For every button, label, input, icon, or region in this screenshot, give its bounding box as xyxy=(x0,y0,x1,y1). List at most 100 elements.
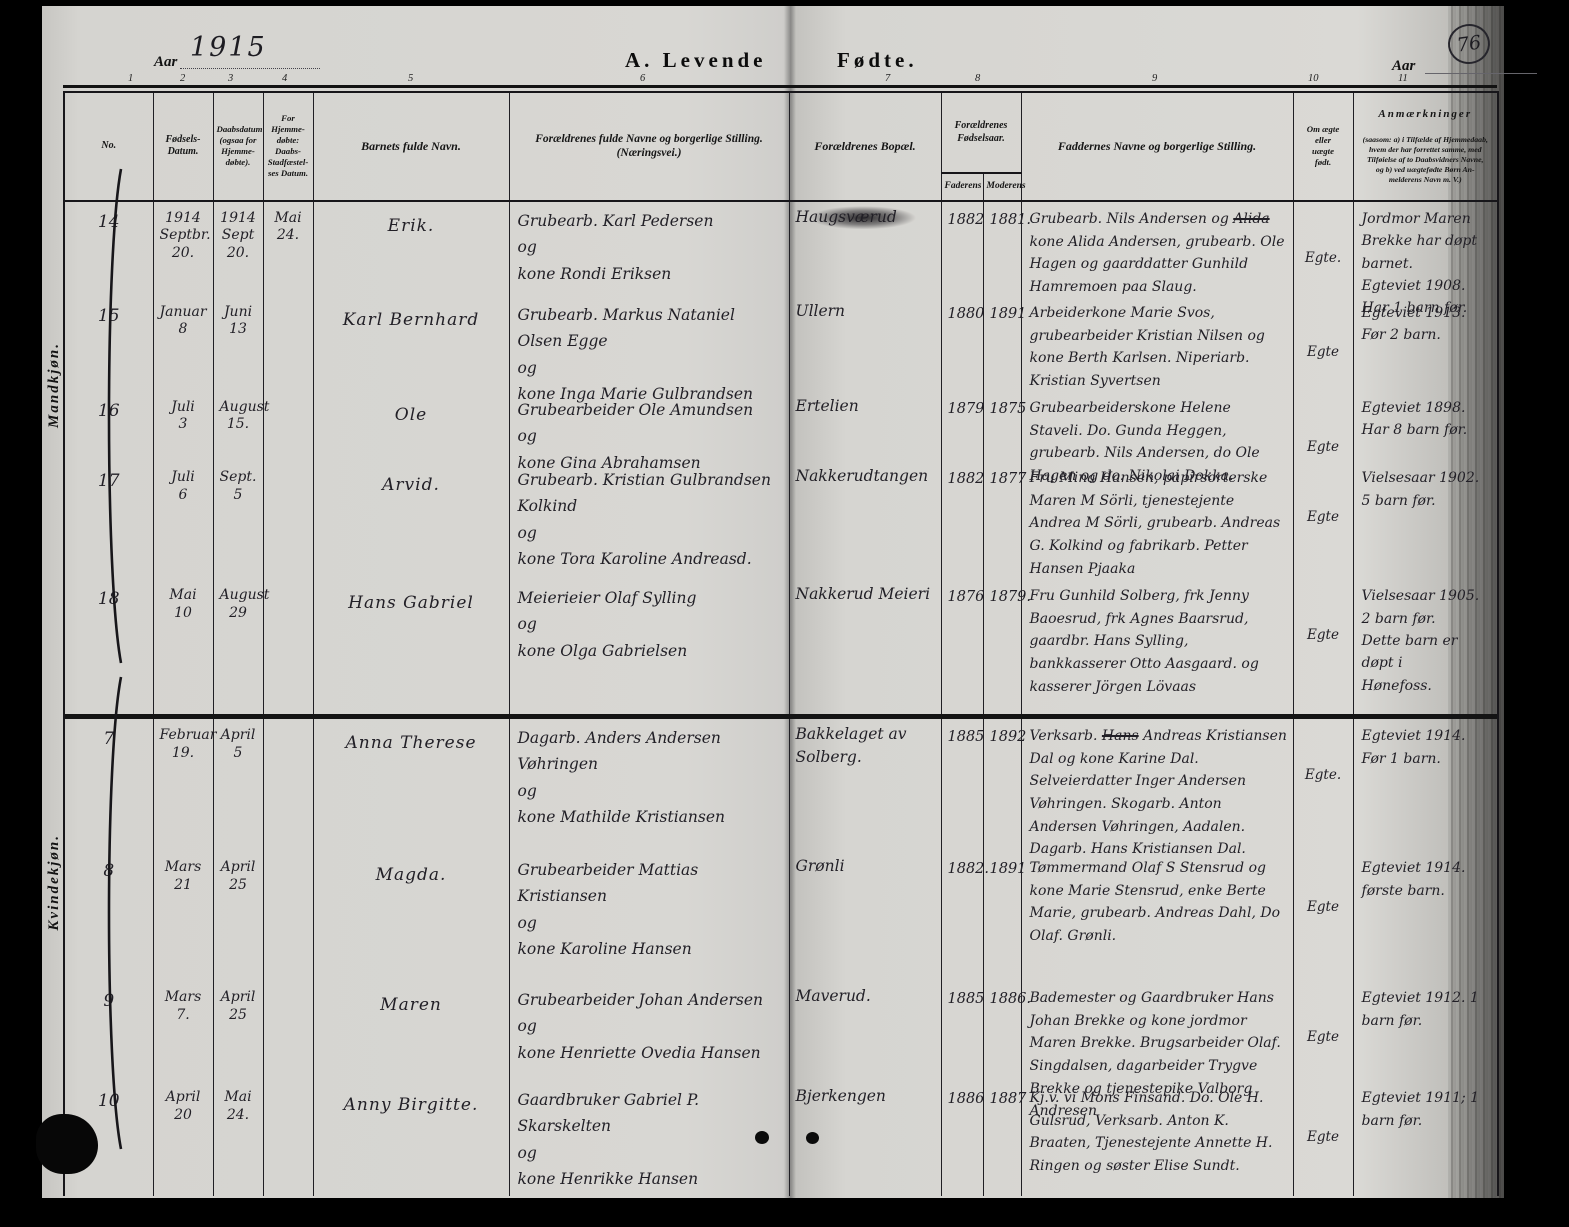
cell-parents: Grubearb. Karl Pedersen og kone Rondi Er… xyxy=(508,200,789,296)
section-label-female: Kvindekjøn. xyxy=(46,834,62,931)
cell-text: Meierieier Olaf Sylling og kone Olga Gab… xyxy=(517,589,697,660)
cell-text: Sept. 5 xyxy=(219,469,257,503)
cell-text: Egte xyxy=(1307,899,1339,916)
cell-sponsors: Fru Mina Hansen, papirsorterske Maren M … xyxy=(1020,461,1294,580)
cell-legitimate: Egte xyxy=(1292,981,1354,1082)
cell-text: Egte. xyxy=(1304,249,1342,266)
cell-born: Mai 10 xyxy=(152,579,213,715)
cell-text: Juni 13 xyxy=(223,303,253,338)
cell-name: Ole xyxy=(312,390,509,462)
cell-father_year: 1876 xyxy=(940,579,984,715)
cell-remarks: Egteviet 1914. første barn. xyxy=(1352,851,1499,982)
column-number: 5 xyxy=(408,73,414,84)
cell-sponsors: Grubearbeiderskone Helene Staveli. Do. G… xyxy=(1020,390,1294,484)
cell-remarks: Egteviet 1912. 1 barn før. xyxy=(1352,981,1499,1082)
record-row: 9 Mars 7. April 25 Maren Grubearbeider Johan… xyxy=(63,981,1499,1119)
cell-name: Karl Bernhard xyxy=(312,295,509,391)
record-row: 7 Februar 19. April 5 Anna Therese Dagarb. A… xyxy=(63,719,1499,857)
cell-remarks: Egteviet 1914. Før 1 barn. xyxy=(1352,719,1499,852)
cell-name: Anny Birgitte. xyxy=(312,1081,509,1197)
cell-text: Ole xyxy=(394,404,428,425)
record-row: 8 Mars 21 April 25 Magda. Grubearbeider Matt… xyxy=(63,851,1499,982)
cell-remarks: Vielsesaar 1902. 5 barn før. xyxy=(1352,461,1499,580)
cell-baptized: April 25 xyxy=(212,981,263,1082)
cell-text: Egteviet 1914. første barn. xyxy=(1361,860,1466,899)
cell-father_year: 1882 xyxy=(940,461,984,580)
year-label-right: Aar xyxy=(1392,58,1416,74)
remarks-header-title: Anmærkninger xyxy=(1378,107,1473,120)
cell-text: 15 xyxy=(97,305,120,326)
cell-text: 1914 Septbr. 20. xyxy=(159,209,211,261)
col-header-parents: Forældrenes fulde Navne og borgerlige St… xyxy=(508,92,789,202)
cell-text: Januar 8 xyxy=(159,303,207,338)
section-brace-icon xyxy=(107,168,123,664)
record-row: 14 1914 Septbr. 20. 1914 Sept 20. Mai 24. Er… xyxy=(63,200,1499,316)
cell-residence: Ullern xyxy=(788,295,941,391)
cell-parents: Dagarb. Anders Andersen Vøhringen og kon… xyxy=(508,719,789,852)
cell-text: April 5 xyxy=(220,727,256,761)
cell-text: 1881. xyxy=(989,211,1032,228)
table-top-rule xyxy=(63,85,1497,88)
cell-parents: Grubearb. Kristian Gulbrandsen Kolkind o… xyxy=(508,461,789,580)
cell-text: April 20 xyxy=(165,1089,201,1123)
cell-mother_year: 1891 xyxy=(982,851,1026,982)
page-title-right: Fødte. xyxy=(837,48,918,72)
cell-text: 1886. xyxy=(989,991,1032,1008)
table-header: No. Fødsels- Datum. Daabsdatum (ogsaa fo… xyxy=(63,92,1499,202)
cell-baptized: April 5 xyxy=(212,719,263,852)
cell-residence: Maverud. xyxy=(788,981,941,1082)
cell-text: Egte. xyxy=(1304,767,1342,784)
cell-parents: Grubearb. Markus Nataniel Olsen Egge og … xyxy=(508,295,789,403)
record-row: 15 Januar 8 Juni 13 Karl Bernhard Grubearb. … xyxy=(63,295,1499,403)
cell-parents: Gaardbruker Gabriel P. Skarskelten og ko… xyxy=(508,1081,789,1197)
cell-text: Mai 24. xyxy=(224,1089,252,1123)
column-number: 6 xyxy=(640,73,646,84)
col-header-remarks: Anmærkninger (saasom: a) i Tilfælde af H… xyxy=(1352,92,1499,202)
cell-text: 1885 xyxy=(947,729,985,746)
cell-parents: Grubearbeider Johan Andersen og kone Hen… xyxy=(508,981,789,1082)
cell-text: Juli 3 xyxy=(171,398,195,433)
cell-sponsors: Arbeiderkone Marie Svos, grubearbeider K… xyxy=(1020,295,1294,391)
cell-text: Egteviet 1898. Har 8 barn før. xyxy=(1361,399,1468,439)
cell-sponsors: Tømmermand Olaf S Stensrud og kone Marie… xyxy=(1020,851,1294,982)
record-row: 17 Juli 6 Sept. 5 Arvid. Grubearb. Kristian … xyxy=(63,461,1499,580)
cell-born: April 20 xyxy=(152,1081,213,1197)
cell-text: Fru Gunhild Solberg, frk Jenny Baoesrud,… xyxy=(1029,588,1259,695)
cell-residence: Ertelien xyxy=(788,390,941,462)
cell-text: Februar 19. xyxy=(159,727,217,761)
scan-blot xyxy=(36,1114,98,1174)
cell-text: 1882 xyxy=(947,211,985,228)
cell-text: Fru Mina Hansen, papirsorterske Maren M … xyxy=(1029,470,1281,577)
cell-remarks: Vielsesaar 1905. 2 barn før. Dette barn … xyxy=(1352,579,1499,715)
cell-text: Mai 24. xyxy=(274,209,302,244)
cell-legitimate: Egte xyxy=(1292,579,1354,715)
cell-confirmed xyxy=(262,461,313,580)
column-number: 3 xyxy=(228,73,234,84)
cell-remarks: Egteviet 1913. Før 2 barn. xyxy=(1352,295,1499,391)
column-number: 4 xyxy=(282,73,288,84)
cell-mother_year: 1887 xyxy=(982,1081,1027,1197)
cell-mother_year: 1891 xyxy=(982,295,1026,391)
cell-parents: Grubearbeider Mattias Kristiansen og kon… xyxy=(508,851,789,982)
cell-text: Mai 10 xyxy=(169,587,197,621)
cell-text: Gaardbruker Gabriel P. Skarskelten og ko… xyxy=(517,1091,700,1189)
section-label-male: Mandkjøn. xyxy=(46,342,62,428)
cell-text: 1885 xyxy=(947,991,985,1008)
cell-text: Grubearbeider Mattias Kristiansen og kon… xyxy=(517,861,699,959)
cell-born: 1914 Septbr. 20. xyxy=(152,200,213,296)
cell-text: Hans Gabriel xyxy=(348,593,474,614)
cell-legitimate: Egte. xyxy=(1292,719,1354,852)
birth-register-table: No. Fødsels- Datum. Daabsdatum (ogsaa fo… xyxy=(63,91,1500,1197)
cell-confirmed xyxy=(262,1081,313,1197)
cell-legitimate: Egte. xyxy=(1292,200,1354,296)
cell-confirmed xyxy=(262,851,313,982)
cell-text: 1879. xyxy=(989,589,1032,606)
cell-legitimate: Egte xyxy=(1292,390,1354,462)
cell-text: 1887 xyxy=(989,1091,1027,1108)
col-header-residence: Forældrenes Bopæl. xyxy=(788,92,941,202)
col-header-parents-birth-years: Forældrenes Fødselsaar. xyxy=(940,92,1022,175)
cell-father_year: 1879 xyxy=(940,390,984,462)
cell-confirmed xyxy=(262,295,313,391)
cell-text: 1914 Sept 20. xyxy=(220,209,256,261)
cell-text: Egte xyxy=(1307,1129,1339,1146)
